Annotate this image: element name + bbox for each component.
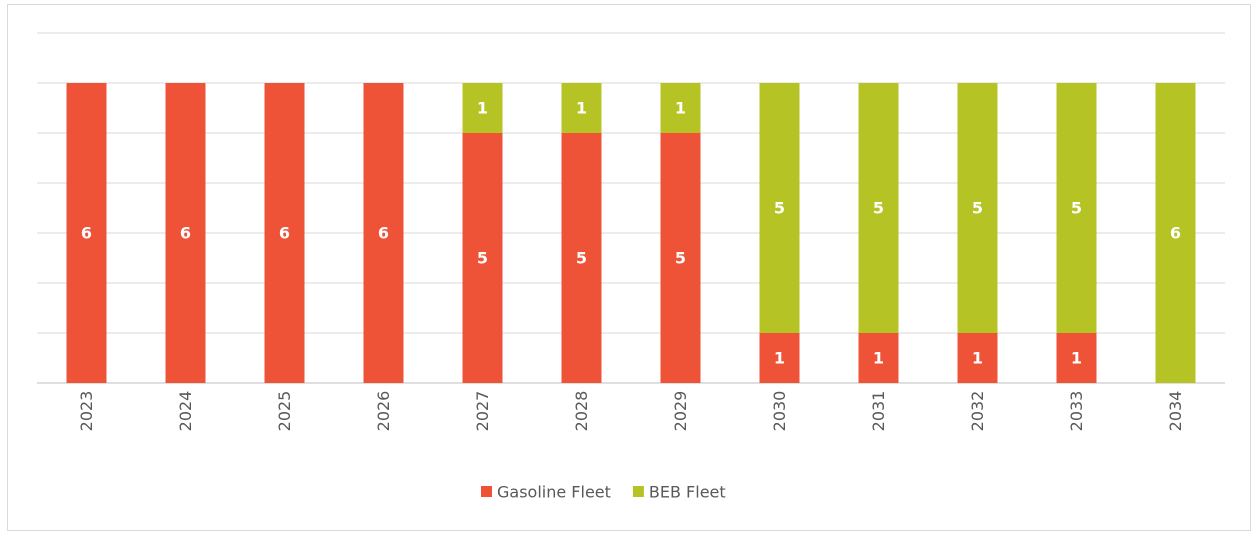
data-label: 1 (774, 349, 785, 368)
chart-frame (7, 4, 1251, 531)
bar-segment (363, 83, 404, 383)
bar-segment (759, 83, 800, 333)
bar-segment (1056, 83, 1097, 333)
data-label: 6 (180, 224, 191, 243)
bar-segment (561, 83, 602, 133)
x-tick-label: 2034 (1166, 391, 1185, 432)
x-tick-label: 2028 (572, 391, 591, 432)
data-label: 6 (279, 224, 290, 243)
data-label: 5 (477, 249, 488, 268)
bar-segment (264, 83, 305, 383)
legend-swatch (481, 486, 492, 497)
legend-swatch (632, 486, 644, 497)
bar-segment (561, 133, 602, 383)
legend-label: BEB Fleet (649, 483, 726, 502)
bar-segment (165, 83, 206, 383)
data-label: 6 (1170, 224, 1181, 243)
data-label: 5 (576, 249, 587, 268)
bar-segment (66, 83, 107, 383)
x-tick-label: 2026 (374, 391, 393, 432)
bar-segment (462, 83, 503, 133)
data-label: 6 (81, 224, 92, 243)
data-label: 1 (675, 99, 686, 118)
data-label: 5 (675, 249, 686, 268)
x-tick-label: 2030 (770, 391, 789, 432)
x-tick-label: 2023 (77, 391, 96, 432)
bar-segment (957, 333, 998, 383)
data-label: 1 (576, 99, 587, 118)
data-label: 1 (1071, 349, 1082, 368)
x-tick-label: 2024 (176, 391, 195, 432)
bar-segment (660, 133, 701, 383)
bar-segment (858, 83, 899, 333)
x-tick-label: 2027 (473, 391, 492, 432)
data-label: 5 (774, 199, 785, 218)
bar-segment (858, 333, 899, 383)
bar-segment (1056, 333, 1097, 383)
data-label: 1 (873, 349, 884, 368)
bar-segment (759, 333, 800, 383)
bar-segment (462, 133, 503, 383)
data-label: 5 (972, 199, 983, 218)
bar-segment (1155, 83, 1196, 383)
x-tick-label: 2032 (968, 391, 987, 432)
x-tick-label: 2025 (275, 391, 294, 432)
data-label: 6 (378, 224, 389, 243)
bar-segment (660, 83, 701, 133)
x-tick-label: 2033 (1067, 391, 1086, 432)
data-label: 5 (1071, 199, 1082, 218)
x-tick-label: 2029 (671, 391, 690, 432)
data-label: 5 (873, 199, 884, 218)
x-tick-label: 2031 (869, 391, 888, 432)
legend-label: Gasoline Fleet (497, 483, 611, 502)
data-label: 1 (477, 99, 488, 118)
data-label: 1 (972, 349, 983, 368)
bar-segment (957, 83, 998, 333)
